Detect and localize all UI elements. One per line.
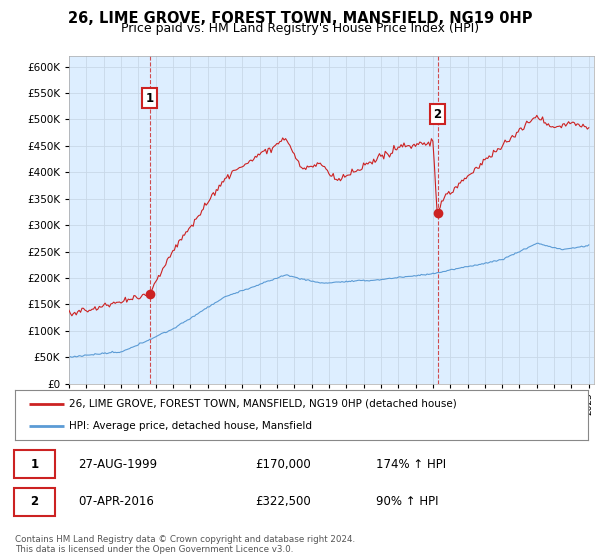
Text: 26, LIME GROVE, FOREST TOWN, MANSFIELD, NG19 0HP (detached house): 26, LIME GROVE, FOREST TOWN, MANSFIELD, … (70, 399, 457, 409)
FancyBboxPatch shape (14, 488, 55, 516)
Text: HPI: Average price, detached house, Mansfield: HPI: Average price, detached house, Mans… (70, 421, 313, 431)
Text: 1: 1 (146, 92, 154, 105)
Text: £322,500: £322,500 (256, 496, 311, 508)
Text: £170,000: £170,000 (256, 458, 311, 470)
Text: 1: 1 (31, 458, 38, 470)
Text: 07-APR-2016: 07-APR-2016 (78, 496, 154, 508)
Text: Price paid vs. HM Land Registry's House Price Index (HPI): Price paid vs. HM Land Registry's House … (121, 22, 479, 35)
FancyBboxPatch shape (14, 450, 55, 478)
Text: 2: 2 (31, 496, 38, 508)
Text: 2: 2 (433, 108, 442, 120)
Text: 90% ↑ HPI: 90% ↑ HPI (376, 496, 439, 508)
Text: 174% ↑ HPI: 174% ↑ HPI (376, 458, 446, 470)
Text: 26, LIME GROVE, FOREST TOWN, MANSFIELD, NG19 0HP: 26, LIME GROVE, FOREST TOWN, MANSFIELD, … (68, 11, 532, 26)
Text: Contains HM Land Registry data © Crown copyright and database right 2024.
This d: Contains HM Land Registry data © Crown c… (15, 535, 355, 554)
Text: 27-AUG-1999: 27-AUG-1999 (78, 458, 157, 470)
